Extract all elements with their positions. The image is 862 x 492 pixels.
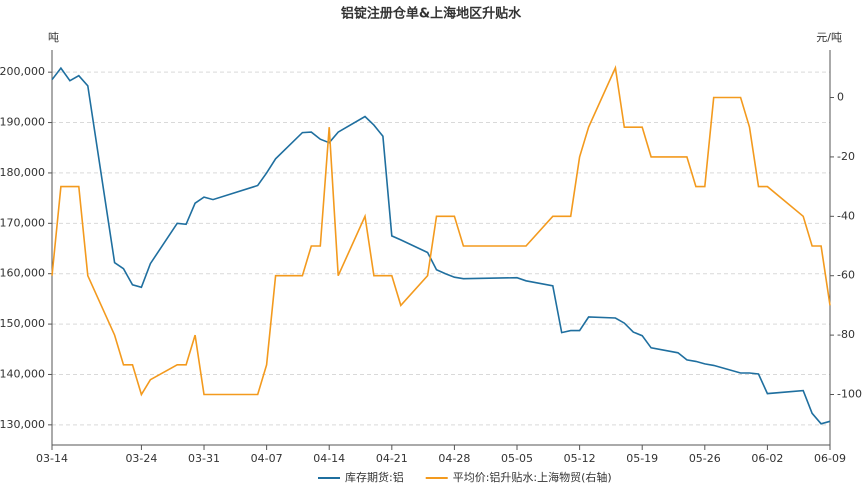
y-tick-label: 140,000 — [0, 367, 45, 380]
y-tick-label: 160,000 — [0, 267, 45, 280]
chart-title: 铝锭注册仓单&上海地区升贴水 — [341, 6, 522, 22]
x-tick-label: 05-05 — [501, 452, 533, 465]
legend-label: 平均价:铝升贴水:上海物贸(右轴) — [453, 470, 612, 484]
y2-tick-label: -40 — [837, 209, 855, 222]
data-line — [51, 64, 831, 397]
y-tick-label: 170,000 — [0, 216, 45, 229]
y2-tick-label: -60 — [837, 269, 855, 282]
y2-tick-label: -80 — [837, 328, 855, 341]
y-tick-label: 150,000 — [0, 317, 45, 330]
x-tick-label: 05-26 — [689, 452, 721, 465]
x-tick-label: 04-14 — [313, 452, 345, 465]
data-line — [51, 66, 831, 425]
x-tick-label: 04-07 — [251, 452, 283, 465]
y-tick-label: 130,000 — [0, 418, 45, 431]
y-tick-label: 200,000 — [0, 65, 45, 78]
y2-tick-label: -100 — [837, 388, 862, 401]
y-unit: 吨 — [48, 31, 59, 44]
y2-tick-label: 0 — [837, 91, 844, 104]
x-tick-label: 03-14 — [36, 452, 68, 465]
x-tick-label: 05-19 — [626, 452, 658, 465]
x-tick-label: 05-12 — [564, 452, 596, 465]
y-tick-label: 190,000 — [0, 116, 45, 129]
y-tick-label: 180,000 — [0, 166, 45, 179]
y2-tick-label: -20 — [837, 150, 855, 163]
x-tick-label: 06-02 — [751, 452, 783, 465]
x-tick-label: 06-09 — [814, 452, 846, 465]
x-tick-label: 03-31 — [188, 452, 220, 465]
legend-label: 库存期货:铝 — [345, 470, 404, 484]
x-tick-label: 03-24 — [125, 452, 157, 465]
y2-unit: 元/吨 — [816, 31, 842, 44]
x-tick-label: 04-28 — [438, 452, 470, 465]
x-tick-label: 04-21 — [376, 452, 408, 465]
